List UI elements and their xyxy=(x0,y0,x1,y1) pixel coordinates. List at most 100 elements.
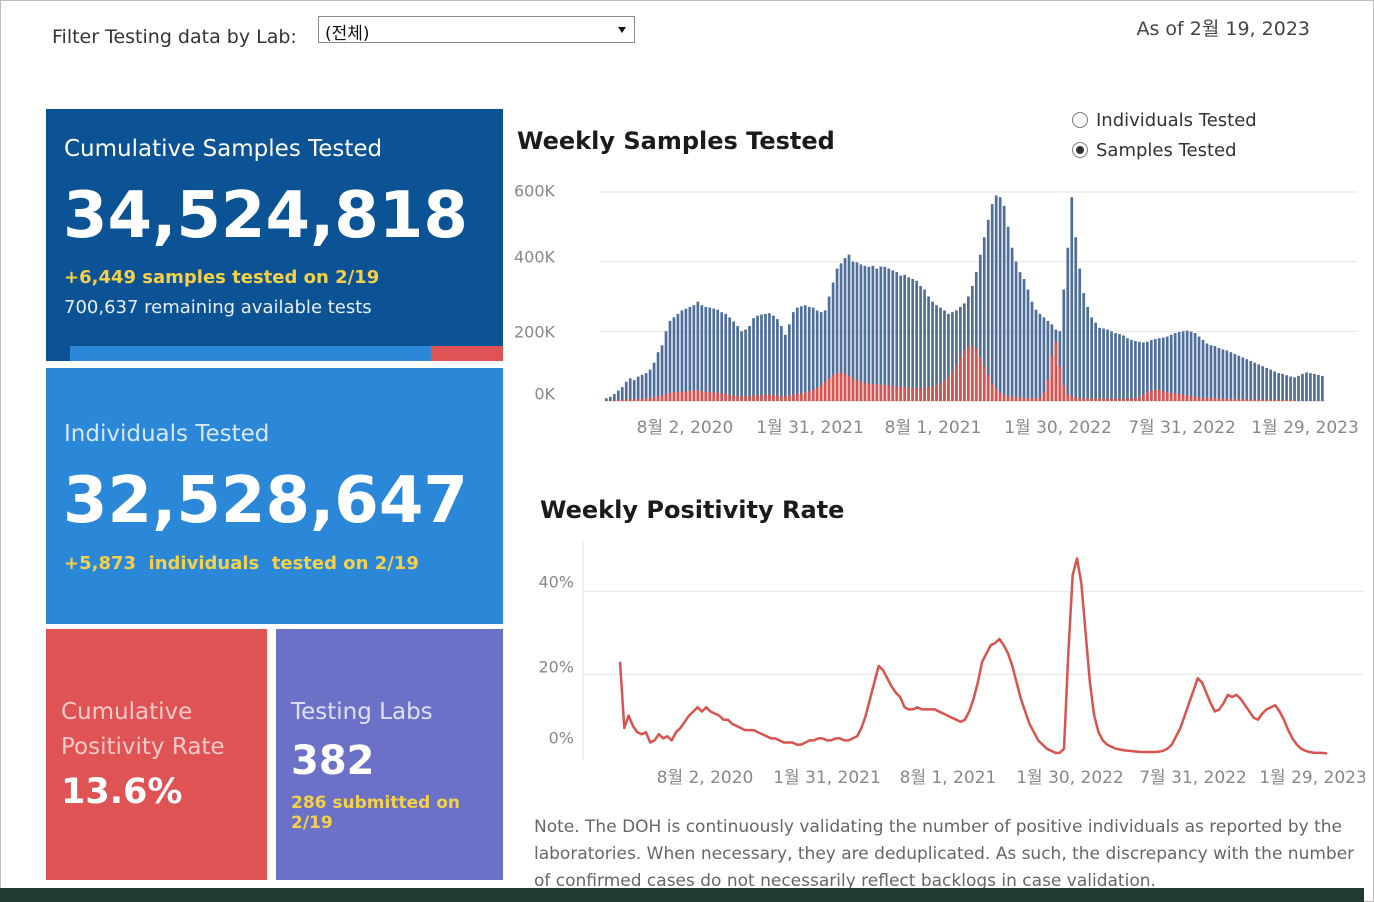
positive-bar xyxy=(1026,398,1030,401)
total-bar xyxy=(903,274,907,401)
total-bar xyxy=(919,286,922,401)
positive-bar xyxy=(1145,392,1149,401)
total-bar xyxy=(608,396,612,401)
positive-bar xyxy=(1142,394,1145,401)
positive-bar xyxy=(668,392,672,401)
positive-bar xyxy=(966,346,970,401)
total-bar xyxy=(680,310,684,401)
total-bar xyxy=(1038,313,1042,401)
total-bar xyxy=(712,308,716,401)
positive-bar xyxy=(1074,397,1078,401)
individuals-tested-tile: Individuals Tested 32,528,647 +5,873 ind… xyxy=(46,368,503,624)
positive-bar xyxy=(728,394,732,401)
positive-bar xyxy=(1066,394,1070,401)
total-bar xyxy=(1078,268,1082,401)
total-bar xyxy=(1110,331,1113,401)
total-bar xyxy=(624,381,628,401)
total-bar xyxy=(1241,357,1245,401)
positive-bar xyxy=(911,387,915,401)
total-bar xyxy=(1165,336,1169,401)
positive-bar xyxy=(1106,398,1109,401)
radio-label-individuals: Individuals Tested xyxy=(1096,110,1257,131)
positive-bar xyxy=(863,382,867,401)
total-bar xyxy=(1245,359,1249,401)
positive-bar xyxy=(1086,398,1090,401)
positive-bar xyxy=(811,389,815,401)
total-bar xyxy=(672,317,676,401)
total-bar xyxy=(1114,333,1117,401)
positive-bar xyxy=(732,395,735,401)
radio-samples-tested[interactable]: Samples Tested xyxy=(1072,140,1237,161)
total-bar xyxy=(811,307,815,401)
positive-bar xyxy=(664,394,668,401)
positive-bar xyxy=(1126,398,1129,401)
x-tick-label: 1월 30, 2022 xyxy=(1004,418,1112,438)
positive-bar xyxy=(815,387,819,401)
x-tick-label: 1월 31, 2021 xyxy=(773,768,881,788)
positive-bar xyxy=(688,390,692,401)
positive-bar xyxy=(919,387,922,401)
testing-labs-title: Testing Labs xyxy=(291,699,433,725)
positive-bar xyxy=(632,399,636,401)
total-bar xyxy=(1122,335,1125,401)
total-bar xyxy=(700,305,704,401)
weekly-positivity-title: Weekly Positivity Rate xyxy=(540,496,845,524)
positive-bar xyxy=(744,396,747,401)
positive-bar xyxy=(616,399,620,401)
positive-bar xyxy=(1237,398,1241,401)
tests-remaining-bar xyxy=(431,346,503,361)
total-bar xyxy=(1173,333,1177,401)
total-bar xyxy=(1273,371,1276,401)
positive-bar xyxy=(780,395,783,401)
total-bar xyxy=(612,394,616,401)
total-bar xyxy=(871,265,875,401)
positive-bar xyxy=(1018,397,1022,401)
total-bar xyxy=(776,319,779,401)
total-bar xyxy=(684,308,688,401)
labs-submitted: 286 submitted on 2/19 xyxy=(291,793,460,833)
total-bar xyxy=(668,320,672,401)
total-bar xyxy=(1305,372,1308,401)
total-bar xyxy=(1269,369,1273,401)
positive-bar xyxy=(760,394,763,401)
total-bar xyxy=(1293,377,1296,401)
total-bar xyxy=(1189,331,1193,401)
lab-filter-dropdown[interactable]: (전체) xyxy=(318,16,635,44)
total-bar xyxy=(1285,375,1288,401)
weekly-samples-chart: 600K 400K 200K 0K 8월 2, 2020 1월 31, 2021 8월 1,… xyxy=(514,182,1359,439)
positive-bar xyxy=(875,384,879,401)
total-bar xyxy=(676,313,680,401)
radio-selected-icon[interactable] xyxy=(1072,142,1088,158)
positive-bar xyxy=(1177,394,1181,401)
positive-bar xyxy=(1034,398,1038,401)
radio-circle-icon[interactable] xyxy=(1072,112,1088,128)
positive-bar xyxy=(652,397,656,401)
positivity-value: 13.6% xyxy=(61,772,183,812)
positive-bar xyxy=(1293,399,1296,401)
total-bar xyxy=(1042,317,1046,401)
positive-bar xyxy=(708,391,712,401)
positive-bar xyxy=(1046,380,1050,401)
total-bar xyxy=(1237,355,1241,401)
positive-bar xyxy=(772,395,775,401)
positive-bar xyxy=(947,376,950,401)
chevron-down-icon[interactable] xyxy=(618,27,626,33)
total-bar xyxy=(867,266,871,401)
positive-bar xyxy=(1078,397,1082,401)
positive-bar xyxy=(1134,397,1137,401)
positive-bar xyxy=(716,392,720,401)
total-bar xyxy=(943,310,946,401)
positive-bar xyxy=(1157,389,1161,401)
positive-bar xyxy=(1122,398,1125,401)
positive-bar xyxy=(684,391,688,401)
total-bar xyxy=(736,326,739,401)
total-bar xyxy=(815,310,819,401)
total-bar xyxy=(772,315,775,401)
total-bar xyxy=(899,275,903,401)
total-bar xyxy=(1022,279,1026,401)
total-bar xyxy=(1070,197,1074,401)
radio-individuals-tested[interactable]: Individuals Tested xyxy=(1072,110,1257,131)
positive-bar xyxy=(791,394,795,401)
total-bar xyxy=(1185,330,1189,401)
positive-bar xyxy=(756,395,759,401)
